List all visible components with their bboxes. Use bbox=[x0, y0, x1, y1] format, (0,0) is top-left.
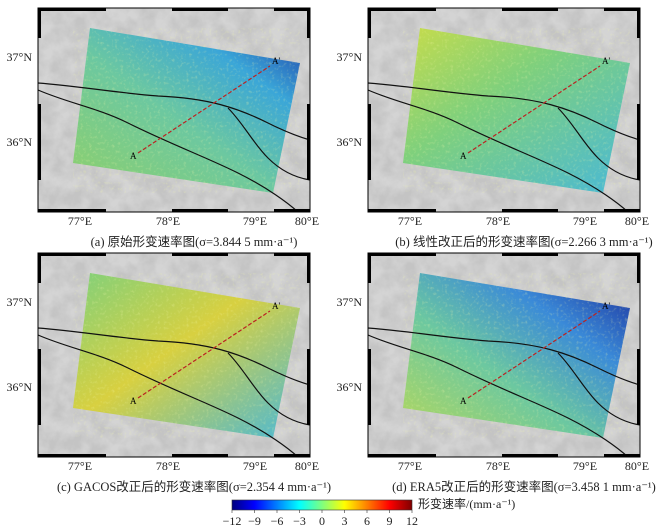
fault-line bbox=[367, 327, 641, 386]
colorbar-tick-label: −12 bbox=[223, 514, 242, 528]
lat-label: 36°N bbox=[7, 380, 33, 394]
lat-label: 36°N bbox=[337, 380, 363, 394]
fault-line bbox=[557, 352, 641, 426]
fault-line bbox=[367, 334, 629, 458]
lon-label: 78°E bbox=[156, 459, 180, 473]
lon-label: 80°E bbox=[295, 459, 319, 473]
lat-label: 36°N bbox=[337, 135, 363, 149]
swath-texture bbox=[73, 28, 300, 193]
profile-line bbox=[137, 310, 271, 399]
fault-line bbox=[37, 89, 299, 213]
lon-label: 78°E bbox=[486, 459, 510, 473]
lon-label: 79°E bbox=[243, 214, 267, 228]
lon-label: 77°E bbox=[68, 459, 92, 473]
profile-label: A' bbox=[602, 301, 610, 311]
swath-texture bbox=[403, 273, 630, 438]
swath-texture bbox=[73, 273, 300, 438]
panel-caption: (d) ERA5改正后的形变速率图(σ=3.458 1 mm·a⁻¹) bbox=[392, 479, 656, 494]
panel-caption: (c) GACOS改正后的形变速率图(σ=2.354 4 mm·a⁻¹) bbox=[57, 479, 331, 494]
profile-label: A bbox=[130, 396, 137, 406]
colorbar-tick-label: −9 bbox=[248, 514, 261, 528]
lat-label: 37°N bbox=[7, 50, 33, 64]
colorbar-tick-label: −3 bbox=[293, 514, 306, 528]
fault-line bbox=[557, 107, 641, 181]
lon-label: 79°E bbox=[573, 459, 597, 473]
lon-label: 77°E bbox=[398, 214, 422, 228]
profile-line bbox=[467, 310, 601, 399]
colorbar-tick-label: 0 bbox=[319, 514, 325, 528]
panels: A A' 37°N 36°N 77°E 78°E 79°E 80°E (a) 原始形变速率图(σ… bbox=[7, 7, 656, 494]
map-panel: A A' 37°N 36°N 77°E 78°E 79°E 80°E (d) ERA5改正后的形… bbox=[337, 252, 656, 494]
lon-label: 80°E bbox=[625, 459, 649, 473]
swath-texture bbox=[403, 28, 630, 193]
colorbar-tick-label: 6 bbox=[364, 514, 370, 528]
fault-line bbox=[37, 82, 311, 141]
colorbar: 形变速率/(mm·a⁻¹) −12 −9 −6 −3 0 3 6 9 12 bbox=[223, 496, 516, 528]
lon-label: 77°E bbox=[398, 459, 422, 473]
profile-label: A' bbox=[602, 56, 610, 66]
profile-label: A' bbox=[272, 301, 280, 311]
colorbar-tick-label: 12 bbox=[406, 514, 418, 528]
lon-label: 77°E bbox=[68, 214, 92, 228]
lat-label: 37°N bbox=[337, 295, 363, 309]
lon-label: 80°E bbox=[295, 214, 319, 228]
fault-line bbox=[367, 89, 629, 213]
fault-line bbox=[37, 334, 299, 458]
lat-label: 37°N bbox=[7, 295, 33, 309]
fault-line bbox=[367, 82, 641, 141]
colorbar-tick-label: 3 bbox=[342, 514, 348, 528]
profile-label: A' bbox=[272, 56, 280, 66]
lon-label: 79°E bbox=[243, 459, 267, 473]
map-panel: A A' 37°N 36°N 77°E 78°E 79°E 80°E (b) 线性改正后的形变速… bbox=[337, 7, 653, 249]
profile-label: A bbox=[460, 151, 467, 161]
colorbar-tick-label: −6 bbox=[271, 514, 284, 528]
lon-label: 80°E bbox=[625, 214, 649, 228]
profile-line bbox=[137, 65, 271, 154]
lon-label: 78°E bbox=[156, 214, 180, 228]
panel-caption: (a) 原始形变速率图(σ=3.844 5 mm·a⁻¹) bbox=[91, 234, 298, 249]
fault-line bbox=[37, 327, 311, 386]
lon-label: 78°E bbox=[486, 214, 510, 228]
fault-line bbox=[227, 352, 311, 426]
map-panel: A A' 37°N 36°N 77°E 78°E 79°E 80°E (a) 原始形变速率图(σ… bbox=[7, 7, 319, 249]
lon-label: 79°E bbox=[573, 214, 597, 228]
fault-line bbox=[227, 107, 311, 181]
panel-caption: (b) 线性改正后的形变速率图(σ=2.266 3 mm·a⁻¹) bbox=[395, 234, 652, 249]
lat-label: 36°N bbox=[7, 135, 33, 149]
profile-line bbox=[467, 65, 601, 154]
colorbar-tick-label: 9 bbox=[387, 514, 393, 528]
map-panel: A A' 37°N 36°N 77°E 78°E 79°E 80°E (c) GACOS改正后的… bbox=[7, 252, 331, 494]
colorbar-label: 形变速率/(mm·a⁻¹) bbox=[418, 496, 515, 511]
colorbar-ramp bbox=[231, 499, 413, 511]
profile-label: A bbox=[460, 396, 467, 406]
profile-label: A bbox=[130, 151, 137, 161]
lat-label: 37°N bbox=[337, 50, 363, 64]
